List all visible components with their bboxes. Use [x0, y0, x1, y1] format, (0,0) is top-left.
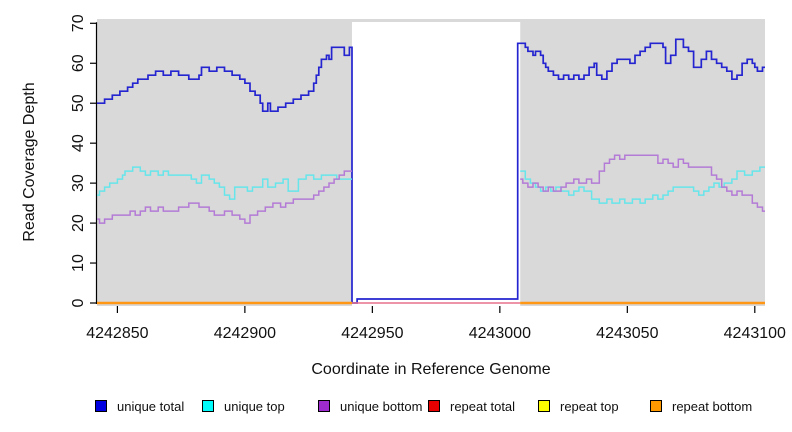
legend-swatch-repeat-bottom: [650, 400, 662, 412]
legend-swatch-unique-total: [95, 400, 107, 412]
x-tick-label: 4242900: [214, 325, 276, 342]
y-tick-label: 50: [70, 94, 87, 112]
y-tick-label: 70: [70, 14, 87, 32]
x-tick-label: 4243000: [469, 325, 531, 342]
legend-swatch-unique-top: [202, 400, 214, 412]
legend-item-repeat-top: repeat top: [538, 398, 619, 414]
legend-item-repeat-total: repeat total: [428, 398, 515, 414]
legend-label: repeat top: [560, 398, 619, 414]
y-tick-label: 60: [70, 54, 87, 72]
x-tick-label: 4242850: [86, 325, 148, 342]
y-tick-label: 30: [70, 174, 87, 192]
y-axis-label: Read Coverage Depth: [21, 82, 38, 242]
x-axis-label: Coordinate in Reference Genome: [311, 361, 551, 378]
legend-label: unique total: [117, 398, 185, 414]
legend-label: repeat bottom: [672, 398, 753, 414]
legend-item-unique-bottom: unique bottom: [318, 398, 422, 414]
x-tick-label: 4243100: [724, 325, 786, 342]
y-tick-label: 40: [70, 134, 87, 152]
series-unique-top: [97, 166, 352, 200]
legend-swatch-unique-bottom: [318, 400, 330, 412]
legend-label: unique bottom: [340, 398, 423, 414]
legend-label: repeat total: [450, 398, 516, 414]
legend-item-unique-top: unique top: [202, 398, 285, 414]
x-tick-label: 4243050: [596, 325, 658, 342]
y-tick-label: 10: [70, 254, 87, 272]
legend: unique total unique top unique bottom repea…: [0, 398, 792, 416]
y-tick-label: 0: [70, 298, 87, 307]
legend-item-repeat-bottom: repeat bottom: [650, 398, 752, 414]
y-tick-label: 20: [70, 214, 87, 232]
series-unique-bottom: [97, 170, 352, 224]
no-data-gap: [351, 22, 521, 306]
x-tick-label: 4242950: [341, 325, 403, 342]
series-unique-total: [97, 38, 765, 304]
series-unique-bottom: [520, 154, 765, 212]
legend-swatch-repeat-top: [538, 400, 550, 412]
legend-item-unique-total: unique total: [95, 398, 184, 414]
legend-swatch-repeat-total: [428, 400, 440, 412]
legend-label: unique top: [224, 398, 285, 414]
